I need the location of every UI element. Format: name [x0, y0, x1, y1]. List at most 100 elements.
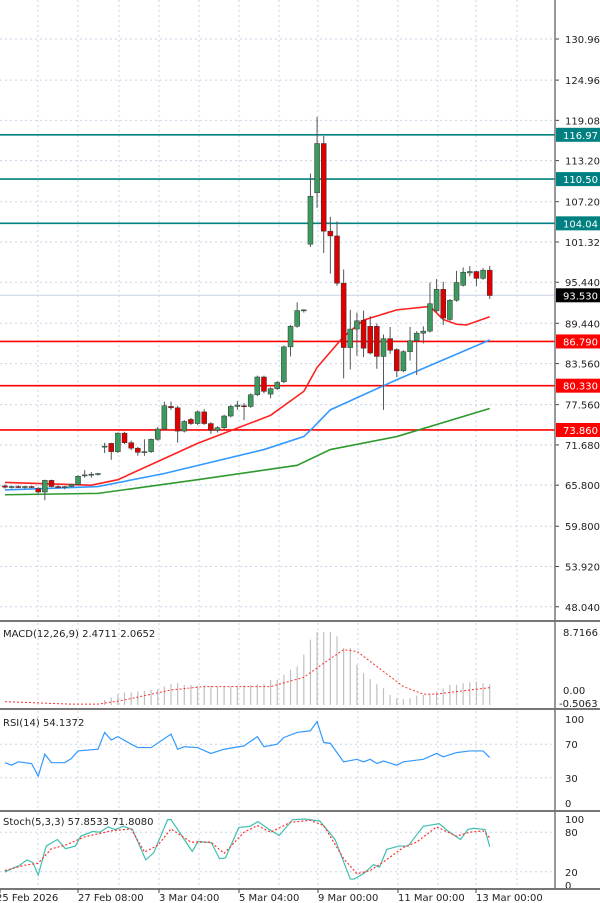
time-tick-label: 11 Mar 00:00	[398, 893, 465, 903]
candle-body	[486, 269, 493, 296]
candle-body	[453, 282, 460, 301]
candle-body	[354, 320, 360, 330]
candle	[68, 483, 75, 488]
candle	[174, 405, 181, 443]
candle	[181, 420, 188, 433]
candle-body	[88, 473, 95, 476]
candle	[420, 326, 427, 344]
macd-title: MACD(12,26,9) 2.4711 2.0652	[3, 629, 155, 640]
candle-body	[48, 480, 55, 487]
candle-body	[413, 332, 420, 341]
price-tick-label: 59.800	[565, 522, 600, 533]
candle	[128, 440, 134, 451]
candle	[168, 401, 174, 410]
price-tick-label: 119.08	[565, 116, 600, 127]
candle	[228, 405, 234, 418]
candle	[8, 485, 15, 489]
candle-body	[81, 474, 88, 477]
candle-body	[433, 289, 440, 311]
candle-body	[154, 428, 161, 440]
candle	[35, 487, 41, 494]
candle	[480, 268, 486, 280]
candle-body	[407, 340, 413, 352]
rsi-line	[4, 720, 491, 778]
price-panel[interactable]	[0, 116, 555, 501]
candle	[267, 387, 274, 399]
candle-body	[247, 394, 254, 407]
price-tick-label: 95.440	[565, 278, 600, 289]
candle-body	[360, 319, 367, 349]
rsi-title: RSI(14) 54.1372	[3, 718, 84, 729]
candle	[194, 410, 201, 425]
candle	[380, 334, 387, 410]
stoch-tick-label: 80	[565, 828, 578, 839]
candle	[154, 426, 161, 441]
candle-body	[181, 421, 188, 432]
candle	[394, 348, 400, 377]
candle-body	[287, 326, 294, 348]
candle	[274, 381, 280, 390]
candle	[440, 281, 446, 325]
candle	[201, 409, 207, 425]
stochastic-panel[interactable]	[4, 818, 491, 880]
candle	[367, 316, 373, 355]
time-tick-label: 27 Feb 08:00	[78, 893, 144, 903]
candle	[234, 400, 241, 410]
macd-tick-label: 8.7166	[563, 628, 598, 639]
moving-average-line	[4, 407, 490, 496]
current-price-label: 93.530	[563, 291, 598, 302]
candle	[141, 439, 148, 456]
candle-body	[387, 338, 393, 351]
candle	[427, 282, 433, 333]
candle	[467, 266, 473, 277]
candle	[214, 426, 221, 433]
candle-body	[267, 388, 274, 395]
candle-body	[128, 442, 134, 449]
candle-body	[427, 303, 433, 332]
rsi-panel[interactable]	[4, 720, 491, 778]
candle	[334, 221, 340, 286]
candle-body	[307, 195, 314, 245]
macd-panel[interactable]	[4, 632, 491, 705]
candle-body	[101, 445, 108, 448]
time-tick-label: 5 Mar 04:00	[239, 893, 299, 903]
candle-body	[460, 271, 466, 286]
candle	[62, 485, 68, 490]
current-price-tag	[556, 288, 600, 303]
price-tick-label: 83.560	[565, 360, 600, 371]
moving-average-line	[4, 339, 491, 491]
candle	[108, 442, 114, 460]
candle-body	[380, 338, 387, 357]
candle-body	[2, 485, 8, 488]
candle	[340, 269, 347, 379]
candle	[101, 442, 108, 453]
price-tick-label: 130.96	[565, 35, 600, 46]
price-tick-label: 53.920	[565, 563, 600, 574]
price-tick-label: 107.20	[565, 198, 600, 209]
candle	[360, 310, 367, 358]
candle-body	[28, 486, 35, 488]
candle-body	[473, 271, 480, 279]
candle-body	[8, 486, 15, 488]
level-price-tag	[556, 422, 600, 437]
stoch-tick-label: 100	[565, 815, 584, 826]
candle-body	[254, 376, 261, 396]
level-price-label: 110.50	[563, 175, 598, 186]
candle-body	[261, 376, 267, 392]
candle	[88, 472, 95, 478]
level-price-label: 116.97	[563, 131, 598, 142]
stoch-tick-label: 20	[565, 868, 578, 879]
candle-body	[121, 432, 128, 443]
rsi-tick-label: 30	[565, 774, 578, 785]
level-price-label: 104.04	[563, 219, 598, 230]
candle-body	[274, 382, 280, 389]
candle	[287, 324, 294, 357]
candle-body	[68, 484, 75, 487]
candle-body	[168, 406, 174, 409]
time-tick-label: 13 Mar 00:00	[476, 893, 543, 903]
candle	[241, 403, 247, 421]
candle	[460, 267, 466, 287]
candle-body	[108, 443, 114, 452]
candle-body	[75, 476, 81, 485]
